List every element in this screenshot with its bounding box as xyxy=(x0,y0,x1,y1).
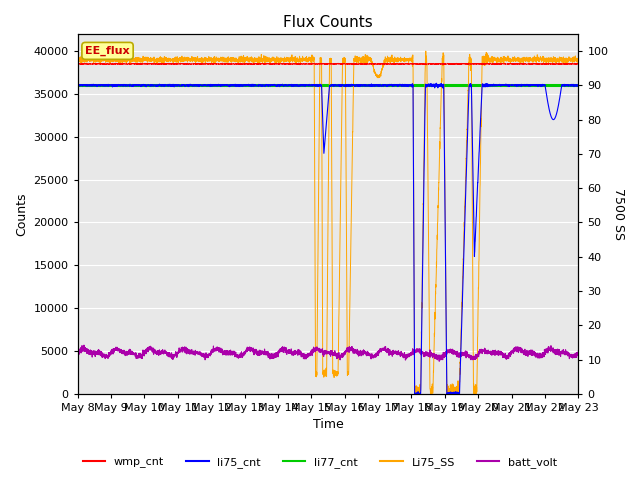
X-axis label: Time: Time xyxy=(312,419,344,432)
Title: Flux Counts: Flux Counts xyxy=(283,15,373,30)
Y-axis label: Counts: Counts xyxy=(15,192,28,236)
Legend: wmp_cnt, li75_cnt, li77_cnt, Li75_SS, batt_volt: wmp_cnt, li75_cnt, li77_cnt, Li75_SS, ba… xyxy=(78,452,562,472)
Y-axis label: 7500 SS: 7500 SS xyxy=(612,188,625,240)
Text: EE_flux: EE_flux xyxy=(85,46,130,56)
